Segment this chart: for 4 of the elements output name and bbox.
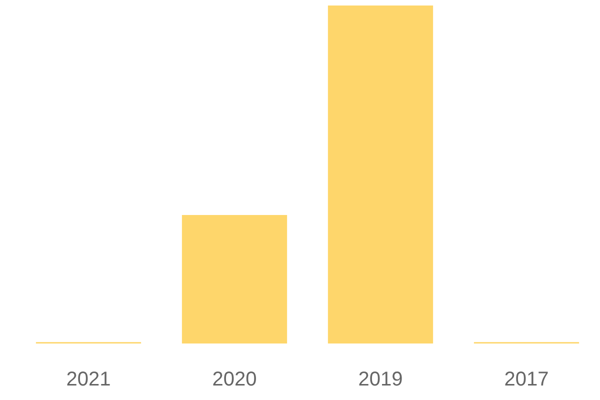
x-tick-label: 2020 <box>212 368 257 390</box>
x-tick-label: 2021 <box>66 368 111 390</box>
x-tick-label: 2017 <box>504 368 549 390</box>
x-tick-label: 2019 <box>358 368 403 390</box>
